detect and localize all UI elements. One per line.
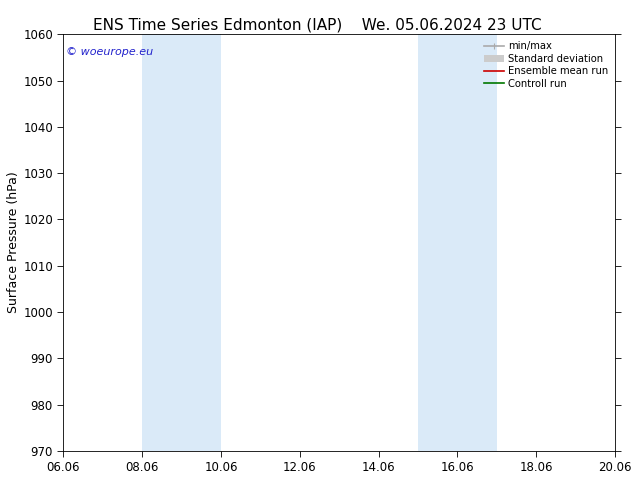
Bar — [142, 34, 221, 451]
Legend: min/max, Standard deviation, Ensemble mean run, Controll run: min/max, Standard deviation, Ensemble me… — [482, 39, 610, 91]
Text: ENS Time Series Edmonton (IAP)    We. 05.06.2024 23 UTC: ENS Time Series Edmonton (IAP) We. 05.06… — [93, 17, 541, 32]
Bar — [418, 34, 497, 451]
Y-axis label: Surface Pressure (hPa): Surface Pressure (hPa) — [8, 172, 20, 314]
Text: © woeurope.eu: © woeurope.eu — [66, 47, 153, 57]
